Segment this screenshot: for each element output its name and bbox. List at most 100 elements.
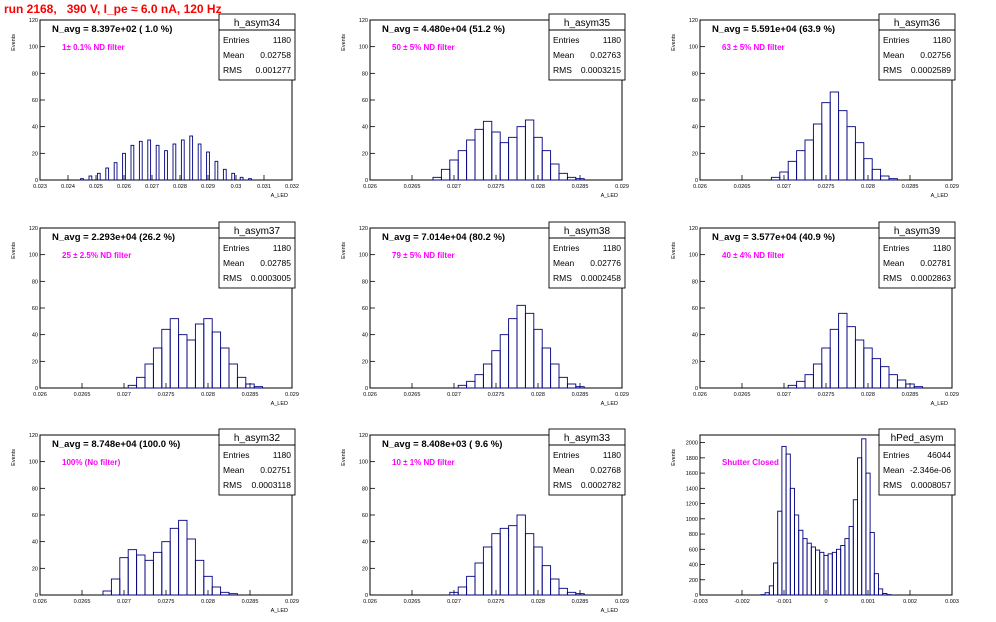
stats-label-rms: RMS [223,65,242,75]
y-tick-label: 100 [359,253,368,259]
stats-value-mean: 0.02751 [260,465,291,475]
histogram-bin [197,143,202,181]
histogram-bin [558,172,568,181]
y-axis-label: Events [671,449,677,466]
stats-label-entries: Entries [883,243,909,253]
y-tick-label: 0 [35,386,38,392]
stats-label-entries: Entries [883,35,909,45]
x-tick-label: 0.028 [531,392,545,398]
y-axis-label: Events [671,242,677,259]
y-tick-label: 0 [365,178,368,184]
y-tick-label: 1800 [686,456,698,462]
stats-label-rms: RMS [553,480,572,490]
histogram-bin [905,383,915,389]
y-tick-label: 20 [362,151,368,157]
x-tick-label: 0.0275 [488,184,505,190]
y-tick-label: 100 [29,253,38,259]
histogram-bin [253,386,264,389]
y-tick-label: 120 [359,18,368,24]
histogram-bin [105,167,110,181]
histogram-bin [130,144,135,181]
y-tick-label: 1200 [686,502,698,508]
filter-label: 1± 0.1% ND filter [62,43,125,52]
x-tick-label: 0.001 [861,599,875,605]
histogram-bin [155,144,160,181]
histogram-bin [575,593,585,596]
stats-label-mean: Mean [883,465,905,475]
y-tick-label: 2000 [686,441,698,447]
x-tick-label: 0 [824,599,827,605]
x-tick-label: 0.0285 [572,184,589,190]
stats-value-entries: 1180 [603,450,622,460]
histogram-name: h_asym32 [234,433,281,444]
stats-value-entries: 1180 [273,35,292,45]
stats-value-entries: 1180 [273,450,292,460]
histogram-bin [878,588,884,596]
histogram-bin [203,575,213,596]
y-tick-label: 80 [692,279,698,285]
stats-value-mean: 0.02781 [920,258,951,268]
x-tick-label: 0.026 [33,392,47,398]
x-tick-label: 0.0275 [818,392,835,398]
y-tick-label: 60 [362,306,368,312]
y-tick-label: 20 [362,566,368,572]
y-tick-label: 800 [689,532,698,538]
stats-box [218,13,296,81]
y-tick-label: 80 [32,71,38,77]
x-tick-label: 0.029 [615,599,629,605]
y-tick-label: 60 [32,513,38,519]
y-tick-label: 0 [695,593,698,599]
x-tick-label: 0.026 [693,184,707,190]
x-tick-label: 0.026 [363,599,377,605]
histogram-bin [211,586,222,596]
x-tick-label: 0.026 [117,184,131,190]
x-axis-label: A_LED [931,401,948,407]
x-tick-label: 0.029 [201,184,215,190]
stats-value-rms: 0.0002589 [911,65,951,75]
x-tick-label: 0.027 [145,184,159,190]
histogram-bin [575,178,585,181]
histogram-bin [96,172,101,181]
stats-label-mean: Mean [553,258,575,268]
y-tick-label: 100 [29,460,38,466]
filter-label: 40 ± 4% ND filter [722,251,785,260]
filter-label: 79 ± 5% ND filter [392,251,455,260]
x-tick-label: 0.027 [777,392,791,398]
histogram-bin [558,376,568,389]
y-tick-label: 1600 [686,471,698,477]
x-tick-label: 0.027 [777,184,791,190]
y-tick-label: 80 [692,71,698,77]
x-tick-label: 0.028 [531,184,545,190]
stats-value-rms: 0.001277 [256,65,292,75]
n-avg-title: N_avg = 8.397e+02 ( 1.0 %) [52,24,172,35]
n-avg-title: N_avg = 4.480e+04 (51.2 %) [382,24,505,35]
x-tick-label: 0.0265 [74,392,91,398]
x-tick-label: 0.0275 [818,184,835,190]
histogram-panel: 0 20 40 60 80 100 120 0.026 0.0265 0.027 0.0275 0.0… [341,428,629,614]
y-axis-label: Events [11,242,17,259]
stats-label-mean: Mean [553,465,575,475]
stats-value-mean: 0.02756 [920,50,951,60]
page-title: run 2168, 390 V, I_pe ≈ 6.0 nA, 120 Hz [4,2,222,16]
x-tick-label: 0.029 [285,599,299,605]
x-tick-label: 0.028 [861,392,875,398]
x-tick-label: 0.026 [363,184,377,190]
histogram-bin [880,175,890,181]
stats-label-rms: RMS [883,65,902,75]
stats-label-entries: Entries [553,35,579,45]
x-tick-label: 0.0275 [488,392,505,398]
histogram-name: h_asym33 [564,433,611,444]
x-tick-label: 0.0285 [902,184,919,190]
histogram-panel: 0 20 40 60 80 100 120 0.026 0.0265 0.027 0.0275 0.0… [671,221,959,407]
histogram-panel: 0 20 40 60 80 100 120 0.026 0.0265 0.027 0.0275 0.0… [341,221,629,407]
stats-value-entries: 46044 [927,450,951,460]
x-tick-label: 0.029 [615,184,629,190]
x-tick-label: 0.0275 [488,599,505,605]
stats-value-entries: 1180 [603,243,622,253]
x-tick-label: 0.028 [201,599,215,605]
y-tick-label: 120 [29,18,38,24]
stats-value-rms: 0.0008057 [911,480,951,490]
stats-label-rms: RMS [883,480,902,490]
x-tick-label: 0.029 [945,392,959,398]
stats-label-mean: Mean [553,50,575,60]
